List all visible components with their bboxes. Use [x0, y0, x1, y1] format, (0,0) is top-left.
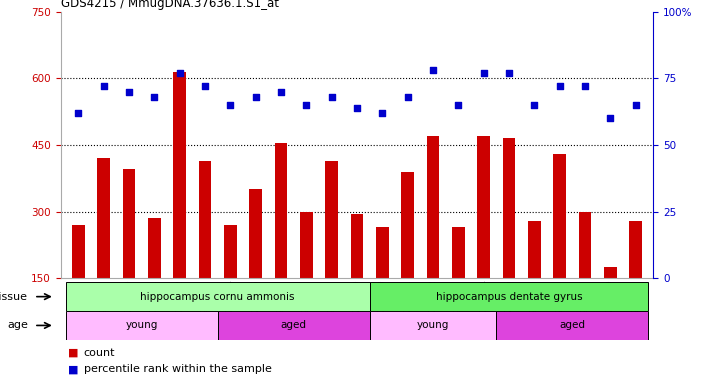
Text: count: count — [84, 348, 115, 358]
Text: young: young — [417, 320, 449, 331]
Bar — [198, 161, 211, 278]
Point — [351, 104, 363, 111]
Bar — [72, 225, 85, 278]
Point — [326, 94, 338, 100]
Point — [199, 83, 211, 89]
Text: tissue: tissue — [0, 291, 28, 302]
Point — [427, 67, 438, 73]
Point — [503, 70, 515, 76]
Text: percentile rank within the sample: percentile rank within the sample — [84, 364, 271, 374]
Bar — [174, 71, 186, 278]
Bar — [604, 267, 617, 278]
Bar — [66, 282, 370, 311]
Text: hippocampus dentate gyrus: hippocampus dentate gyrus — [436, 291, 582, 302]
Bar — [376, 227, 388, 278]
Text: ■: ■ — [68, 364, 79, 374]
Bar — [224, 225, 237, 278]
Point — [98, 83, 109, 89]
Text: aged: aged — [559, 320, 585, 331]
Text: aged: aged — [281, 320, 307, 331]
Bar — [249, 189, 262, 278]
Point — [149, 94, 160, 100]
Point — [225, 102, 236, 108]
Bar — [97, 158, 110, 278]
Point — [301, 102, 312, 108]
Bar — [452, 227, 465, 278]
Point — [605, 115, 616, 121]
Bar — [553, 154, 566, 278]
Point — [630, 102, 641, 108]
Point — [276, 89, 287, 95]
Bar — [629, 220, 642, 278]
Text: age: age — [7, 320, 28, 331]
Point — [478, 70, 489, 76]
Point — [528, 102, 540, 108]
Point — [376, 110, 388, 116]
Bar — [496, 311, 648, 340]
Bar — [218, 311, 370, 340]
Bar — [123, 169, 136, 278]
Point — [174, 70, 186, 76]
Bar — [300, 212, 313, 278]
Bar — [370, 282, 648, 311]
Text: hippocampus cornu ammonis: hippocampus cornu ammonis — [141, 291, 295, 302]
Point — [250, 94, 261, 100]
Bar — [477, 136, 490, 278]
Text: ■: ■ — [68, 348, 79, 358]
Point — [579, 83, 590, 89]
Bar — [275, 143, 287, 278]
Bar — [326, 161, 338, 278]
Point — [124, 89, 135, 95]
Bar — [427, 136, 439, 278]
Bar — [578, 212, 591, 278]
Point — [402, 94, 413, 100]
Bar — [66, 311, 218, 340]
Text: young: young — [126, 320, 158, 331]
Bar — [503, 138, 516, 278]
Bar — [401, 172, 414, 278]
Text: GDS4215 / MmugDNA.37636.1.S1_at: GDS4215 / MmugDNA.37636.1.S1_at — [61, 0, 278, 10]
Bar — [148, 218, 161, 278]
Point — [554, 83, 565, 89]
Point — [453, 102, 464, 108]
Bar — [370, 311, 496, 340]
Point — [73, 110, 84, 116]
Bar — [528, 220, 540, 278]
Bar — [351, 214, 363, 278]
